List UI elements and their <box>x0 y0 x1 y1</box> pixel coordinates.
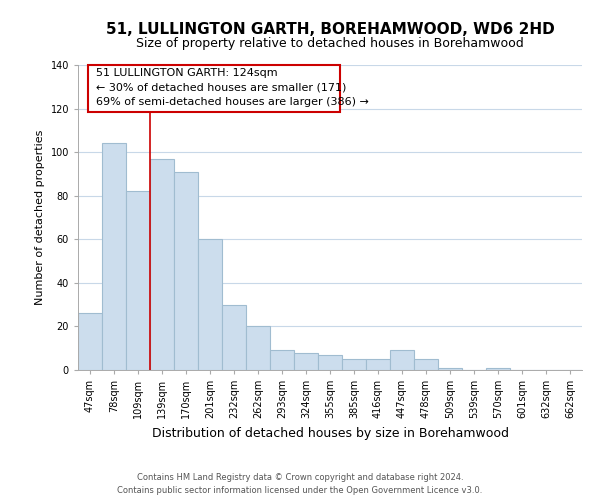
Bar <box>270 350 294 370</box>
FancyBboxPatch shape <box>88 65 340 112</box>
Bar <box>486 368 510 370</box>
Bar <box>294 352 318 370</box>
Text: ← 30% of detached houses are smaller (171): ← 30% of detached houses are smaller (17… <box>95 82 346 92</box>
Bar <box>342 359 366 370</box>
Bar <box>438 368 462 370</box>
X-axis label: Distribution of detached houses by size in Borehamwood: Distribution of detached houses by size … <box>151 426 509 440</box>
Bar <box>414 359 438 370</box>
Text: 51 LULLINGTON GARTH: 124sqm: 51 LULLINGTON GARTH: 124sqm <box>95 68 277 78</box>
Bar <box>102 144 126 370</box>
Bar <box>198 240 222 370</box>
Bar <box>174 172 198 370</box>
Bar <box>222 304 246 370</box>
Bar <box>366 359 390 370</box>
Y-axis label: Number of detached properties: Number of detached properties <box>35 130 45 305</box>
Bar <box>246 326 270 370</box>
Bar <box>390 350 414 370</box>
Bar <box>126 192 150 370</box>
Text: Size of property relative to detached houses in Borehamwood: Size of property relative to detached ho… <box>136 38 524 51</box>
Bar <box>150 158 174 370</box>
Bar <box>318 355 342 370</box>
Text: Contains HM Land Registry data © Crown copyright and database right 2024.
Contai: Contains HM Land Registry data © Crown c… <box>118 473 482 495</box>
Bar <box>78 314 102 370</box>
Text: 51, LULLINGTON GARTH, BOREHAMWOOD, WD6 2HD: 51, LULLINGTON GARTH, BOREHAMWOOD, WD6 2… <box>106 22 554 38</box>
Text: 69% of semi-detached houses are larger (386) →: 69% of semi-detached houses are larger (… <box>95 98 368 108</box>
